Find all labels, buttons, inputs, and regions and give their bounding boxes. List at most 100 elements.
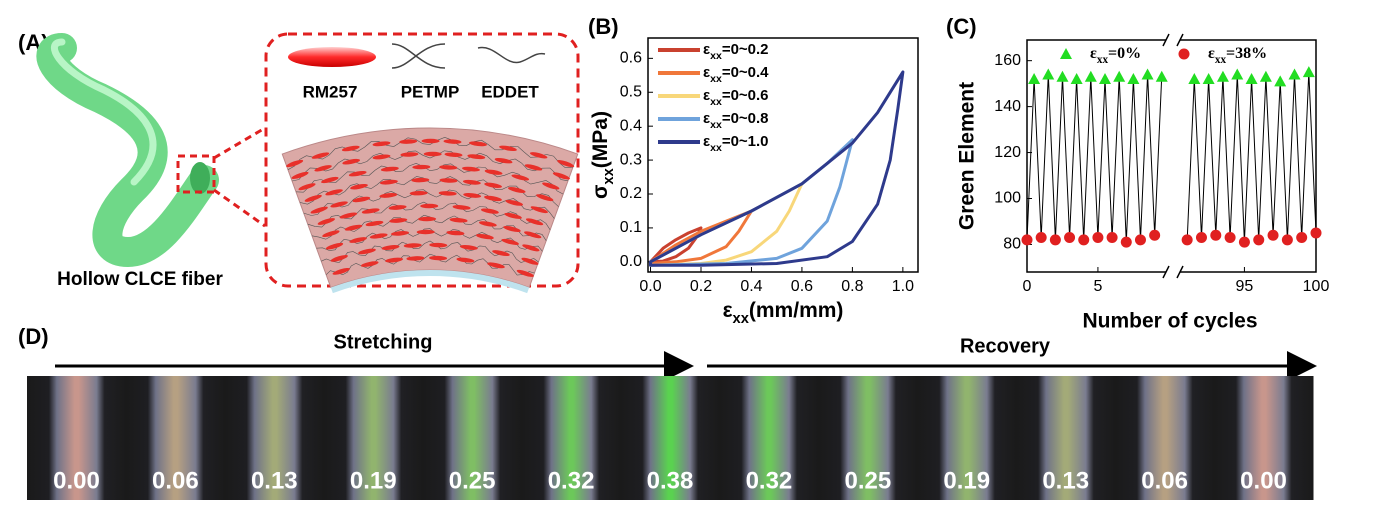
frame <box>1214 376 1314 500</box>
point <box>1253 234 1265 246</box>
axis-break <box>1162 33 1170 47</box>
strain-label: 0.13 <box>251 467 298 494</box>
mesogen <box>503 225 521 233</box>
point <box>1216 70 1229 82</box>
frame <box>422 376 523 500</box>
molecule-label: RM257 <box>303 82 358 101</box>
x-tick-label: 0.2 <box>690 278 712 295</box>
mesogen <box>439 165 458 170</box>
point <box>1035 232 1047 244</box>
mesogen <box>516 269 534 277</box>
mesogen <box>525 218 544 226</box>
x-tick-label: 0.8 <box>841 278 863 295</box>
point <box>1310 227 1322 239</box>
mesogen <box>317 218 335 225</box>
point <box>1238 236 1250 248</box>
x-tick-label: 1.0 <box>892 278 914 295</box>
frame <box>323 376 424 500</box>
point <box>1259 70 1272 82</box>
crosslinker <box>292 150 569 182</box>
legend-label: εxx=38% <box>1208 45 1267 66</box>
eddet-icon <box>477 46 546 64</box>
mesogen <box>420 203 439 209</box>
mesogen <box>400 152 419 157</box>
strain-label: 0.25 <box>844 467 891 494</box>
mesogen <box>511 174 530 181</box>
mesogen <box>494 157 513 164</box>
mesogen <box>484 195 502 202</box>
strain-label: 0.32 <box>548 467 595 494</box>
point <box>1070 73 1083 85</box>
legend-label: εxx=0~0.6 <box>703 87 769 108</box>
mesogen <box>429 242 448 248</box>
mesogen <box>504 212 522 219</box>
point <box>1028 73 1041 85</box>
mesogen <box>372 141 391 147</box>
axis-break <box>1176 33 1184 47</box>
mesogen <box>456 257 475 263</box>
mesogen <box>542 182 560 190</box>
y-tick-label: 0.1 <box>620 219 642 236</box>
mesogen <box>341 145 360 152</box>
frame <box>224 376 325 500</box>
point <box>1195 232 1207 244</box>
mesogen <box>521 257 539 265</box>
mesogen <box>403 243 422 248</box>
mesogen <box>416 229 435 235</box>
point <box>1288 68 1301 80</box>
y-tick-label: 160 <box>994 52 1021 69</box>
y-tick-label: 0.0 <box>620 253 642 270</box>
mesogen <box>291 171 309 179</box>
crosslinker <box>299 176 559 207</box>
molecule-label: PETMP <box>401 82 460 101</box>
x-tick-label: 0.6 <box>791 278 813 295</box>
fiber-schematic: RM257 PETMP EDDET Hollow CLCE fiber <box>36 32 580 294</box>
mesogen <box>487 262 505 269</box>
y-axis-label: σxx(MPa) <box>589 111 617 199</box>
y-tick-label: 0.6 <box>620 50 642 67</box>
x-tick-label: 95 <box>1236 278 1254 295</box>
mesogen <box>552 172 570 180</box>
point <box>1155 70 1168 82</box>
mesogen <box>298 183 316 191</box>
mesogen <box>536 194 554 202</box>
strain-label: 0.00 <box>1240 467 1287 494</box>
lc-network <box>281 127 579 294</box>
point <box>1056 70 1069 82</box>
mesogen <box>462 166 480 172</box>
mesogen <box>522 244 540 252</box>
mesogen <box>484 182 502 188</box>
point <box>1149 229 1161 241</box>
point <box>1092 232 1104 244</box>
mesogen <box>501 238 519 245</box>
point <box>1302 66 1315 78</box>
mesogen <box>421 138 440 144</box>
mesogen <box>412 164 431 170</box>
mesogen <box>467 154 486 160</box>
mesogen <box>481 208 499 214</box>
mesogen <box>529 152 548 159</box>
x-tick-label: 0.0 <box>639 278 661 295</box>
frame <box>27 376 127 500</box>
mesogen <box>459 244 478 250</box>
point <box>1181 234 1193 246</box>
mesogen <box>452 205 471 210</box>
crosslinker <box>303 189 555 219</box>
mesogen <box>330 201 348 208</box>
mesogen <box>349 237 367 243</box>
x-axis-label: Number of cycles <box>1082 310 1257 333</box>
strain-label: 0.32 <box>746 467 793 494</box>
frame <box>1016 376 1116 500</box>
strain-label: 0.06 <box>152 467 199 494</box>
frame <box>1115 376 1215 500</box>
mesogen <box>492 250 510 257</box>
frame <box>719 376 819 500</box>
plot-frame <box>1026 39 1317 273</box>
y-tick-label: 0.2 <box>620 185 642 202</box>
rm257-icon <box>288 47 376 67</box>
legend-label: εxx=0% <box>1090 45 1141 66</box>
point <box>1267 229 1279 241</box>
panel-label: (B) <box>588 14 619 39</box>
mesogen <box>409 190 428 196</box>
y-axis-label: Green Element <box>956 82 979 230</box>
